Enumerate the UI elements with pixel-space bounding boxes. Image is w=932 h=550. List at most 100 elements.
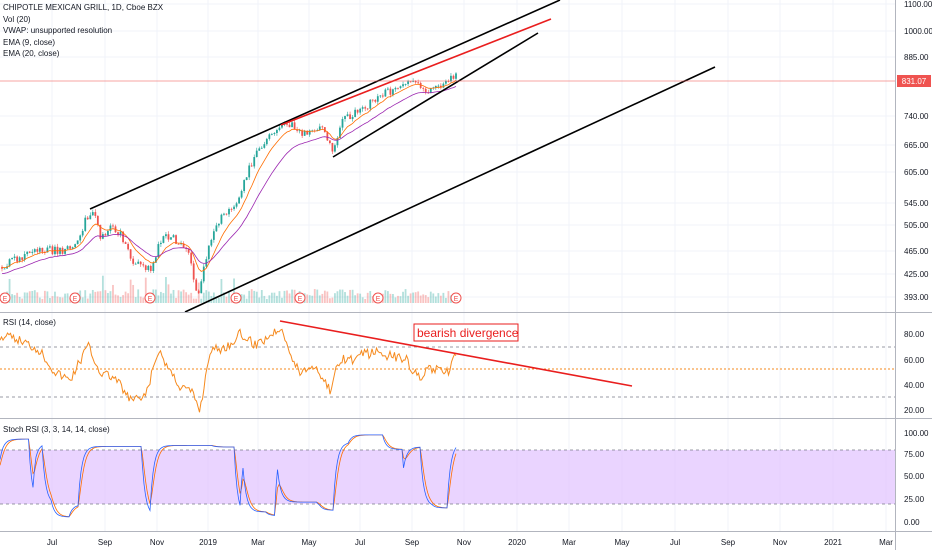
candle-body [86,217,89,220]
volume-bar [276,295,278,303]
rsi-axis[interactable]: 80.00 60.00 40.00 20.00 [904,330,925,415]
candle-body [202,266,205,282]
volume-bar [445,297,447,303]
rsi-divergence-trendline[interactable] [279,320,633,387]
last-price-tag-text: 831.07 [902,77,927,86]
volume-bar [263,295,266,303]
time-tick-label: Nov [773,538,787,547]
time-tick-label: May [301,538,316,547]
volume-bar [31,290,34,303]
price-axis[interactable]: 1100.00 1000.00 885.00 740.00 665.00 605.00 54… [904,0,932,302]
volume-bar [243,294,246,303]
price-trendlines[interactable] [89,0,716,313]
candle-body [376,96,379,102]
volume-bar [137,289,140,303]
legend-ema-20[interactable]: EMA (20, close) [3,49,60,58]
volume-bar [119,296,122,303]
volume-bar [260,290,263,303]
last-price-tag: 831.07 [897,75,931,87]
volume-bar [112,284,114,303]
symbol-title[interactable]: CHIPOTLE MEXICAN GRILL, 1D, Cboe BZX [3,3,164,12]
candle-body [384,89,387,97]
candle-body [308,130,311,135]
volume-bar [240,294,243,303]
stoch-rsi-pane[interactable] [0,434,895,518]
candle-body [147,265,150,270]
volume-bar [331,297,334,303]
volume-bar [134,297,137,303]
volume-bar [49,297,51,303]
stoch-tick-label: 25.00 [904,495,925,504]
candle-body [258,148,261,151]
volume-bar [404,289,407,303]
candle-body [248,165,251,178]
bearish-divergence-label: bearish divergence [417,326,519,340]
candle-body [64,248,66,254]
volume-bar [18,296,21,303]
volume-bar [11,294,13,303]
candle-body [76,240,79,245]
candle-body [38,247,41,252]
time-tick-label: Sep [405,538,420,547]
candle-body [316,129,319,131]
volume-bar [132,284,135,303]
time-axis[interactable]: Jul Sep Nov 2019 Mar May Jul Sep Nov 2020 Mar May Ju… [47,538,893,547]
candle-body [162,236,165,243]
volume-bar [397,295,399,303]
volume-bar [419,295,422,303]
candle-body [379,95,382,97]
candle-body [195,279,198,291]
candle-body [288,124,291,128]
volume-bar [346,295,349,303]
volume-bar [28,291,31,303]
volume-bar [114,294,117,303]
candle-body [270,133,273,135]
candle-body [107,231,109,236]
earnings-marker [450,292,462,304]
volume-bar [427,297,430,303]
legend-volume[interactable]: Vol (20) [3,14,31,24]
bearish-divergence-label-box[interactable] [413,323,519,342]
volume-bar [442,292,445,303]
volume-bar [394,297,397,303]
legend-ema-9[interactable]: EMA (9, close) [3,37,56,47]
candle-body [13,256,16,258]
candle-body [407,81,409,85]
rsi-title[interactable]: RSI (14, close) [3,318,56,327]
rsi-tick-label: 40.00 [904,381,925,390]
earnings-marker-label: E [234,296,239,303]
candle-body [139,261,142,265]
candle-body [238,197,240,204]
stoch-axis[interactable]: 100.00 75.00 50.00 25.00 0.00 [904,429,929,527]
stoch-rsi-title[interactable]: Stoch RSI (3, 3, 14, 14, close) [3,425,110,434]
rsi-tick-label: 80.00 [904,330,925,339]
volume-bar [225,296,228,303]
candle-body [23,254,26,260]
rsi-pane[interactable]: bearish divergence [0,320,895,413]
volume-bar [429,291,432,303]
time-tick-label: Jul [670,538,680,547]
candle-body [437,85,440,87]
legend-vwap[interactable]: VWAP: unsupported resolution [3,26,113,35]
candle-body [359,108,362,113]
candle-body [137,261,140,264]
earnings-marker-label: E [148,296,153,303]
candle-body [84,217,87,231]
volume-bar [434,296,437,303]
stoch-tick-label: 50.00 [904,472,925,481]
candle-body [104,234,107,236]
candle-body [165,234,167,237]
candle-body [419,82,422,88]
volume-bar [308,295,311,303]
volume-bar [354,295,357,303]
candle-body [339,127,341,139]
rsi-tick-label: 20.00 [904,406,925,415]
candle-body [334,145,336,152]
candle-body [412,80,415,82]
volume-bar [8,278,11,303]
candle-body [33,249,36,252]
volume-bar [81,297,84,303]
